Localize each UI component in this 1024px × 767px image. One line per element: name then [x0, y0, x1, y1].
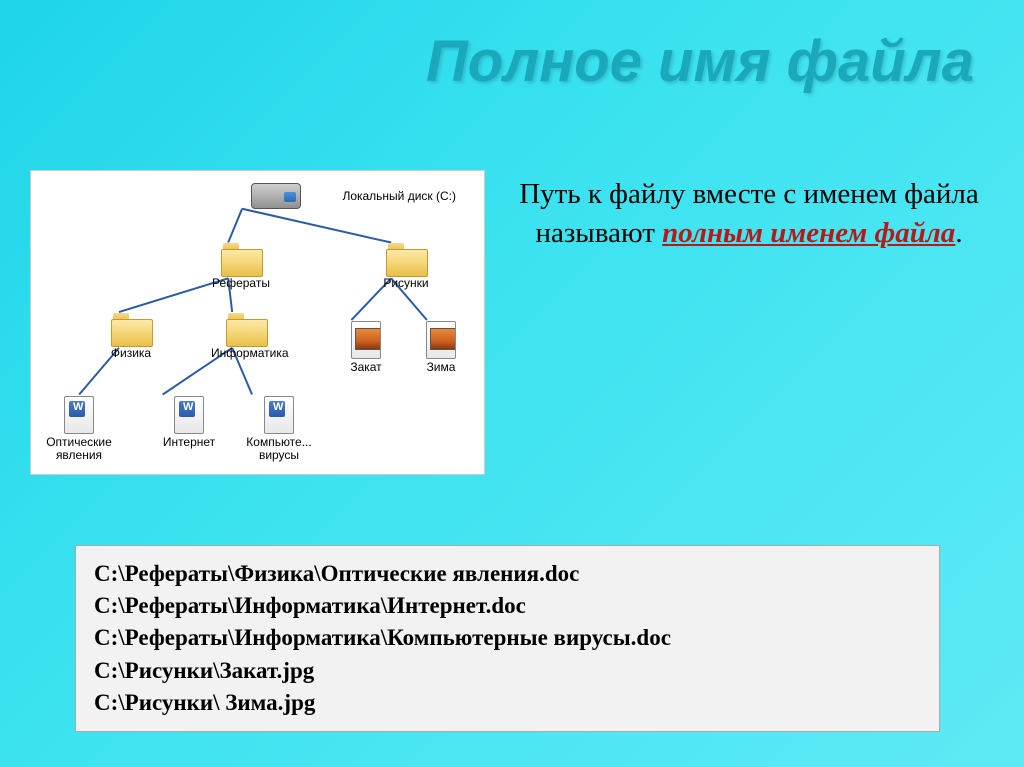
- tree-node-risunki: Рисунки: [371, 243, 441, 290]
- tree-root: Локальный диск (C:): [216, 183, 456, 211]
- tree-node-inet: Интернет: [146, 396, 232, 449]
- file-path: C:\Рефераты\Информатика\Компьютерные вир…: [94, 622, 921, 654]
- node-label: Физика: [96, 347, 166, 360]
- tree-node-info: Информатика: [211, 313, 281, 360]
- node-label: Зима: [411, 361, 471, 374]
- tree-node-zakat: Закат: [336, 321, 396, 374]
- tree-node-virus: Компьюте... вирусы: [236, 396, 322, 462]
- subtitle-text: Путь к файлу вместе с именем файла назыв…: [514, 175, 984, 253]
- file-path: C:\Рисунки\Закат.jpg: [94, 655, 921, 687]
- tree-node-fizika: Физика: [96, 313, 166, 360]
- slide-title: Полное имя файла: [0, 0, 1024, 115]
- node-label: Закат: [336, 361, 396, 374]
- tree-node-referaty: Рефераты: [206, 243, 276, 290]
- node-label: Оптические явления: [36, 436, 122, 462]
- file-tree-diagram: Локальный диск (C:) Рефераты Рисунки Физика…: [30, 170, 485, 475]
- node-label: Локальный диск (C:): [342, 190, 456, 203]
- file-paths-box: C:\Рефераты\Физика\Оптические явления.do…: [75, 545, 940, 732]
- node-label: Интернет: [146, 436, 232, 449]
- file-path: C:\Рефераты\Информатика\Интернет.doc: [94, 590, 921, 622]
- subtitle-emphasis: полным именем файла: [662, 217, 955, 249]
- tree-node-opt: Оптические явления: [36, 396, 122, 462]
- tree-node-zima: Зима: [411, 321, 471, 374]
- node-label: Компьюте... вирусы: [236, 436, 322, 462]
- node-label: Рисунки: [371, 277, 441, 290]
- subtitle-post: .: [955, 217, 962, 249]
- node-label: Рефераты: [206, 277, 276, 290]
- node-label: Информатика: [211, 347, 281, 360]
- file-path: C:\Рефераты\Физика\Оптические явления.do…: [94, 558, 921, 590]
- file-path: C:\Рисунки\ Зима.jpg: [94, 687, 921, 719]
